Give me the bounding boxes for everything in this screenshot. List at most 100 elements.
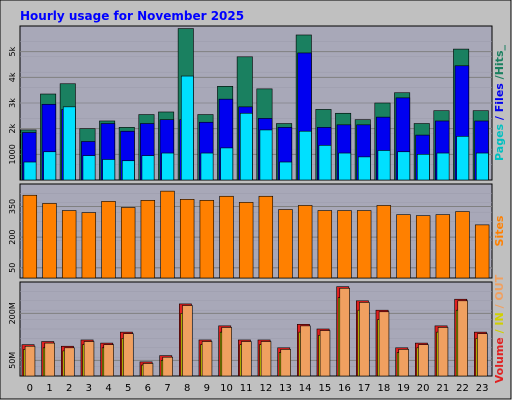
bar-sites-hour-17 <box>356 210 372 279</box>
xtick-label-hour-13: 13 <box>279 383 292 394</box>
bar-out-hour-21 <box>437 327 449 377</box>
bar-out-hour-10 <box>221 327 232 377</box>
bar-pages-hour-18 <box>377 150 391 181</box>
legend-part: / <box>493 326 506 338</box>
bar-sites-hour-15 <box>317 210 333 279</box>
bar-pages-hour-17 <box>357 156 371 181</box>
panel-sites-ytick-label: 50 <box>8 263 17 273</box>
bar-pages-hour-14 <box>298 130 312 181</box>
bar-out-hour-20 <box>418 344 429 377</box>
panel-volume: 50M 200M Volume / IN / OUT <box>8 274 506 383</box>
panel-hits-files-pages-ytick-label: 3k <box>8 98 17 108</box>
xtick-label-hour-1: 1 <box>46 383 52 394</box>
bar-sites-hour-12 <box>258 195 274 279</box>
bar-out-hour-6 <box>142 363 154 377</box>
bar-sites-hour-2 <box>61 210 77 279</box>
bar-sites-hour-3 <box>81 212 97 279</box>
bar-out-hour-17 <box>359 302 370 377</box>
bar-pages-hour-6 <box>141 155 155 181</box>
legend-part: Hits <box>493 50 506 75</box>
bar-pages-hour-12 <box>259 129 273 181</box>
bar-sites-hour-7 <box>160 190 175 279</box>
bar-sites-hour-5 <box>120 207 136 279</box>
xtick-label-hour-23: 23 <box>476 383 489 394</box>
xtick-label-hour-7: 7 <box>164 383 170 394</box>
panel-volume-ytick-label: 50M <box>8 352 17 369</box>
bar-pages-hour-23 <box>475 152 489 181</box>
bar-out-hour-18 <box>378 311 390 377</box>
bar-sites-hour-1 <box>42 203 57 279</box>
bar-out-hour-2 <box>64 347 75 377</box>
bar-out-hour-4 <box>103 344 114 377</box>
bar-out-hour-11 <box>241 341 252 377</box>
bar-pages-hour-3 <box>82 155 96 181</box>
xtick-label-hour-11: 11 <box>240 383 253 394</box>
bar-pages-hour-22 <box>456 136 470 181</box>
panel-hits-files-pages-ytick-label: 5k <box>8 46 17 56</box>
bar-pages-hour-2 <box>62 106 76 181</box>
bar-out-hour-8 <box>182 305 193 377</box>
bar-pages-hour-8 <box>180 75 194 181</box>
xtick-label-hour-3: 3 <box>86 383 92 394</box>
legend-part: Sites <box>493 215 506 246</box>
chart-title: Hourly usage for November 2025 <box>20 9 244 23</box>
bar-pages-hour-7 <box>161 152 175 181</box>
bar-sites-hour-23 <box>474 224 490 279</box>
xtick-label-hour-12: 12 <box>259 383 272 394</box>
bar-out-hour-23 <box>477 333 488 377</box>
xtick-label-hour-14: 14 <box>299 383 312 394</box>
bar-out-hour-13 <box>280 349 291 377</box>
bar-sites-hour-14 <box>297 205 313 279</box>
xtick-label-hour-15: 15 <box>318 383 331 394</box>
bar-sites-hour-8 <box>179 199 195 279</box>
xtick-label-hour-8: 8 <box>184 383 190 394</box>
bar-sites-hour-16 <box>337 210 352 279</box>
bar-pages-hour-21 <box>436 152 450 181</box>
xtick-label-hour-22: 22 <box>456 383 469 394</box>
bar-sites-hour-11 <box>238 202 254 279</box>
panel-hits-files-pages-ytick-label: 2k <box>8 123 17 133</box>
bar-sites-hour-18 <box>376 205 392 279</box>
bar-pages-hour-20 <box>416 154 430 181</box>
bar-pages-hour-11 <box>239 112 253 181</box>
bar-out-hour-16 <box>339 287 350 377</box>
legend-part: Volume <box>493 337 506 383</box>
bar-pages-hour-13 <box>279 161 293 181</box>
bar-sites-hour-22 <box>455 211 470 279</box>
panel-hits-files-pages-ytick-label: 1000 <box>8 144 17 164</box>
bar-out-hour-22 <box>457 300 468 377</box>
legend-part: / <box>493 74 506 83</box>
xtick-label-hour-19: 19 <box>397 383 410 394</box>
panel-sites: 50 200 350 Sites <box>8 183 506 279</box>
bar-out-hour-12 <box>260 341 272 377</box>
bar-out-hour-0 <box>24 345 36 377</box>
bar-sites-hour-4 <box>101 201 116 279</box>
panel-volume-ytick-label: 200M <box>8 302 17 324</box>
bar-pages-hour-4 <box>102 159 116 181</box>
bar-pages-hour-5 <box>121 160 135 181</box>
legend-part: Files <box>493 83 506 113</box>
bar-out-hour-15 <box>319 330 331 377</box>
panel-volume-legend-label: Volume / IN / OUT <box>493 274 506 383</box>
legend-part: Pages <box>493 123 506 161</box>
xtick-label-hour-6: 6 <box>145 383 151 394</box>
legend-part: OUT <box>493 274 506 300</box>
panel-hits-files-pages-ytick-label: 4k <box>8 72 17 82</box>
legend-part: IN <box>493 312 506 325</box>
panel-sites-legend-label: Sites <box>493 215 506 246</box>
bar-sites-hour-6 <box>140 200 156 279</box>
bar-out-hour-5 <box>123 333 134 377</box>
bar-out-hour-19 <box>398 349 409 377</box>
bar-out-hour-3 <box>83 341 95 377</box>
legend-part: / <box>493 301 506 313</box>
bar-pages-hour-1 <box>43 151 57 181</box>
bar-sites-hour-20 <box>415 215 431 279</box>
xtick-label-hour-21: 21 <box>436 383 449 394</box>
bar-pages-hour-16 <box>338 152 352 181</box>
legend-part: / <box>493 112 506 124</box>
bar-sites-hour-10 <box>219 195 234 279</box>
bar-pages-hour-9 <box>200 152 214 181</box>
